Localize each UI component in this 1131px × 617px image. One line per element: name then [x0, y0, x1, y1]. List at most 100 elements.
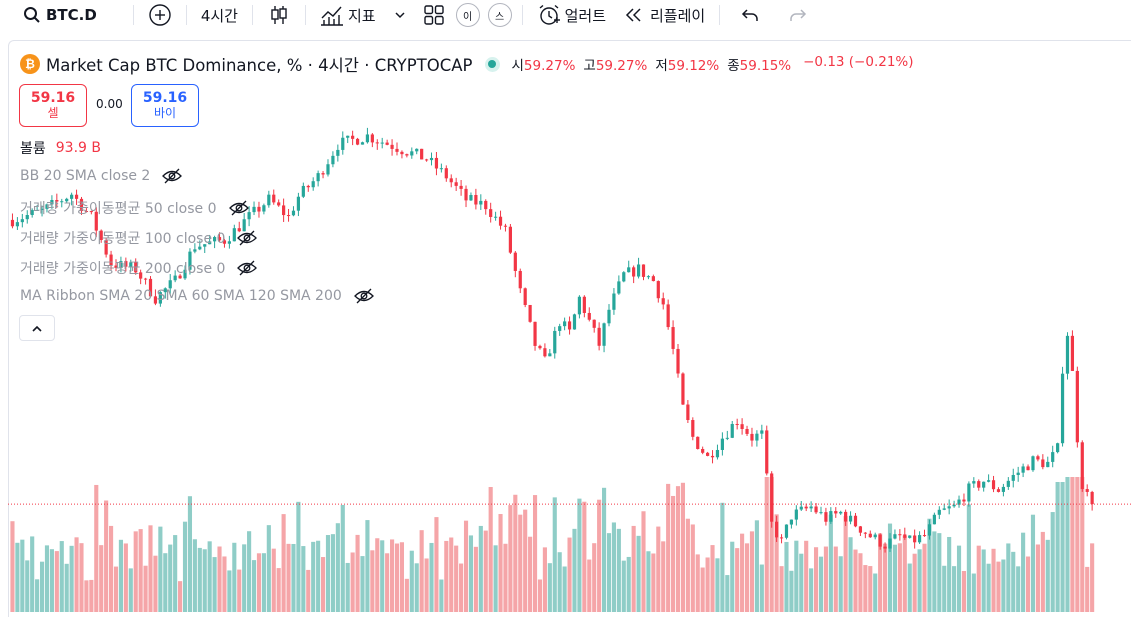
indicator-ma-ribbon[interactable]: MA Ribbon SMA 20 SMA 60 SMA 120 SMA 200: [20, 288, 374, 304]
volume-bar: [192, 539, 197, 612]
candle: [104, 237, 108, 258]
candle-body: [272, 194, 276, 203]
candle-body: [691, 420, 695, 437]
candle: [987, 474, 991, 483]
volume-bar: [89, 579, 94, 612]
low-value: 59.12%: [667, 58, 720, 74]
volume-bar: [651, 553, 656, 612]
candle-body: [306, 185, 310, 188]
buy-button[interactable]: 59.16 바이: [131, 84, 199, 127]
volume-bar: [488, 487, 493, 612]
candle-body: [341, 137, 345, 150]
sell-button[interactable]: 59.16 셀: [19, 84, 87, 127]
volume-bar: [74, 537, 79, 612]
candle-body: [666, 304, 670, 328]
candle-body: [893, 534, 897, 539]
candle: [942, 503, 946, 511]
candle-body: [444, 168, 448, 179]
candle-body: [735, 423, 739, 425]
templates-dropdown[interactable]: [384, 0, 416, 30]
volume-bar: [311, 541, 316, 612]
interval-button[interactable]: 4시간: [200, 6, 238, 25]
layout-button[interactable]: [416, 0, 452, 30]
volume-bar: [217, 546, 222, 612]
candle-body: [770, 473, 774, 522]
volume-bar: [828, 514, 833, 612]
volume-bar: [976, 545, 981, 612]
candle-body: [257, 206, 261, 212]
candle: [627, 260, 631, 273]
candle: [410, 147, 414, 159]
volume-bar: [242, 544, 247, 612]
indicator-vwma-200[interactable]: 거래량 가중이동평균 200 close 0: [20, 258, 258, 278]
volume-bar: [109, 525, 114, 612]
candle: [612, 288, 616, 315]
volume-bar: [892, 544, 897, 612]
eye-off-icon[interactable]: [228, 200, 249, 216]
symbol-search[interactable]: BTC.D: [0, 0, 105, 30]
volume-bar: [878, 533, 883, 612]
chart-type-button[interactable]: [259, 0, 299, 30]
volume-bar: [1065, 477, 1070, 612]
candle-body: [577, 296, 582, 315]
volume-bar: [1040, 531, 1045, 612]
quick-button-1[interactable]: 이: [455, 3, 480, 27]
volume-bar: [528, 536, 533, 612]
high-value: 59.27%: [595, 58, 648, 74]
eye-off-icon[interactable]: [237, 230, 258, 246]
volume-bar: [463, 520, 469, 612]
indicators-button[interactable]: 지표: [312, 0, 384, 30]
candle-body: [232, 228, 236, 242]
collapse-indicators-button[interactable]: [19, 315, 55, 341]
candle-body: [952, 504, 956, 507]
volume-bar: [153, 555, 158, 612]
volume-bar: [434, 517, 439, 612]
candle-body: [656, 281, 660, 299]
candle-body: [484, 200, 488, 210]
redo-button[interactable]: [774, 0, 822, 30]
candle-body: [942, 508, 946, 510]
candle: [479, 194, 483, 210]
volume-bar: [473, 546, 478, 612]
candle-body: [602, 323, 606, 346]
volume-bar: [128, 568, 133, 612]
eye-off-icon[interactable]: [162, 168, 183, 184]
candle: [518, 268, 522, 294]
undo-button[interactable]: [726, 0, 774, 30]
candle: [947, 499, 951, 515]
candle-body: [947, 506, 951, 509]
indicator-vwma-100[interactable]: 거래량 가중이동평균 100 close 0: [20, 228, 258, 248]
candle: [991, 475, 996, 493]
replay-button[interactable]: 리플레이: [614, 0, 713, 30]
eye-off-icon[interactable]: [237, 260, 258, 276]
chevron-down-icon: [388, 3, 412, 27]
indicator-volume[interactable]: 볼륨 93.9 B: [20, 138, 101, 158]
candle: [35, 205, 39, 211]
volume-bar: [932, 531, 937, 612]
divider: [132, 5, 134, 25]
candle-body: [755, 433, 759, 441]
change-value: −0.13 (−0.21%): [803, 54, 914, 70]
volume-bar: [606, 533, 612, 612]
candle-body: [1085, 489, 1089, 492]
candle-body: [129, 262, 133, 267]
indicator-bb[interactable]: BB 20 SMA close 2: [20, 168, 183, 184]
candle-body: [212, 237, 217, 242]
candle-body: [434, 157, 439, 169]
quick-button-2[interactable]: 스: [487, 3, 512, 27]
volume-bar: [823, 546, 828, 612]
candle-body: [799, 506, 803, 510]
candle-body: [277, 202, 281, 206]
volume-bar: [917, 549, 922, 612]
eye-off-icon[interactable]: [353, 288, 374, 304]
indicator-vwma-50[interactable]: 거래량 가중이동평균 50 close 0: [20, 198, 249, 218]
volume-bar: [360, 556, 365, 612]
alert-button[interactable]: 얼러트: [529, 0, 614, 30]
compare-button[interactable]: [140, 0, 180, 30]
market-status-icon[interactable]: [484, 56, 500, 72]
candle-body: [498, 216, 503, 226]
ohlc-values: 시59.27% 고59.27% 저59.12% 종59.15% −0.13 (−…: [512, 54, 914, 74]
candle-body: [469, 194, 473, 201]
candle: [45, 203, 49, 213]
